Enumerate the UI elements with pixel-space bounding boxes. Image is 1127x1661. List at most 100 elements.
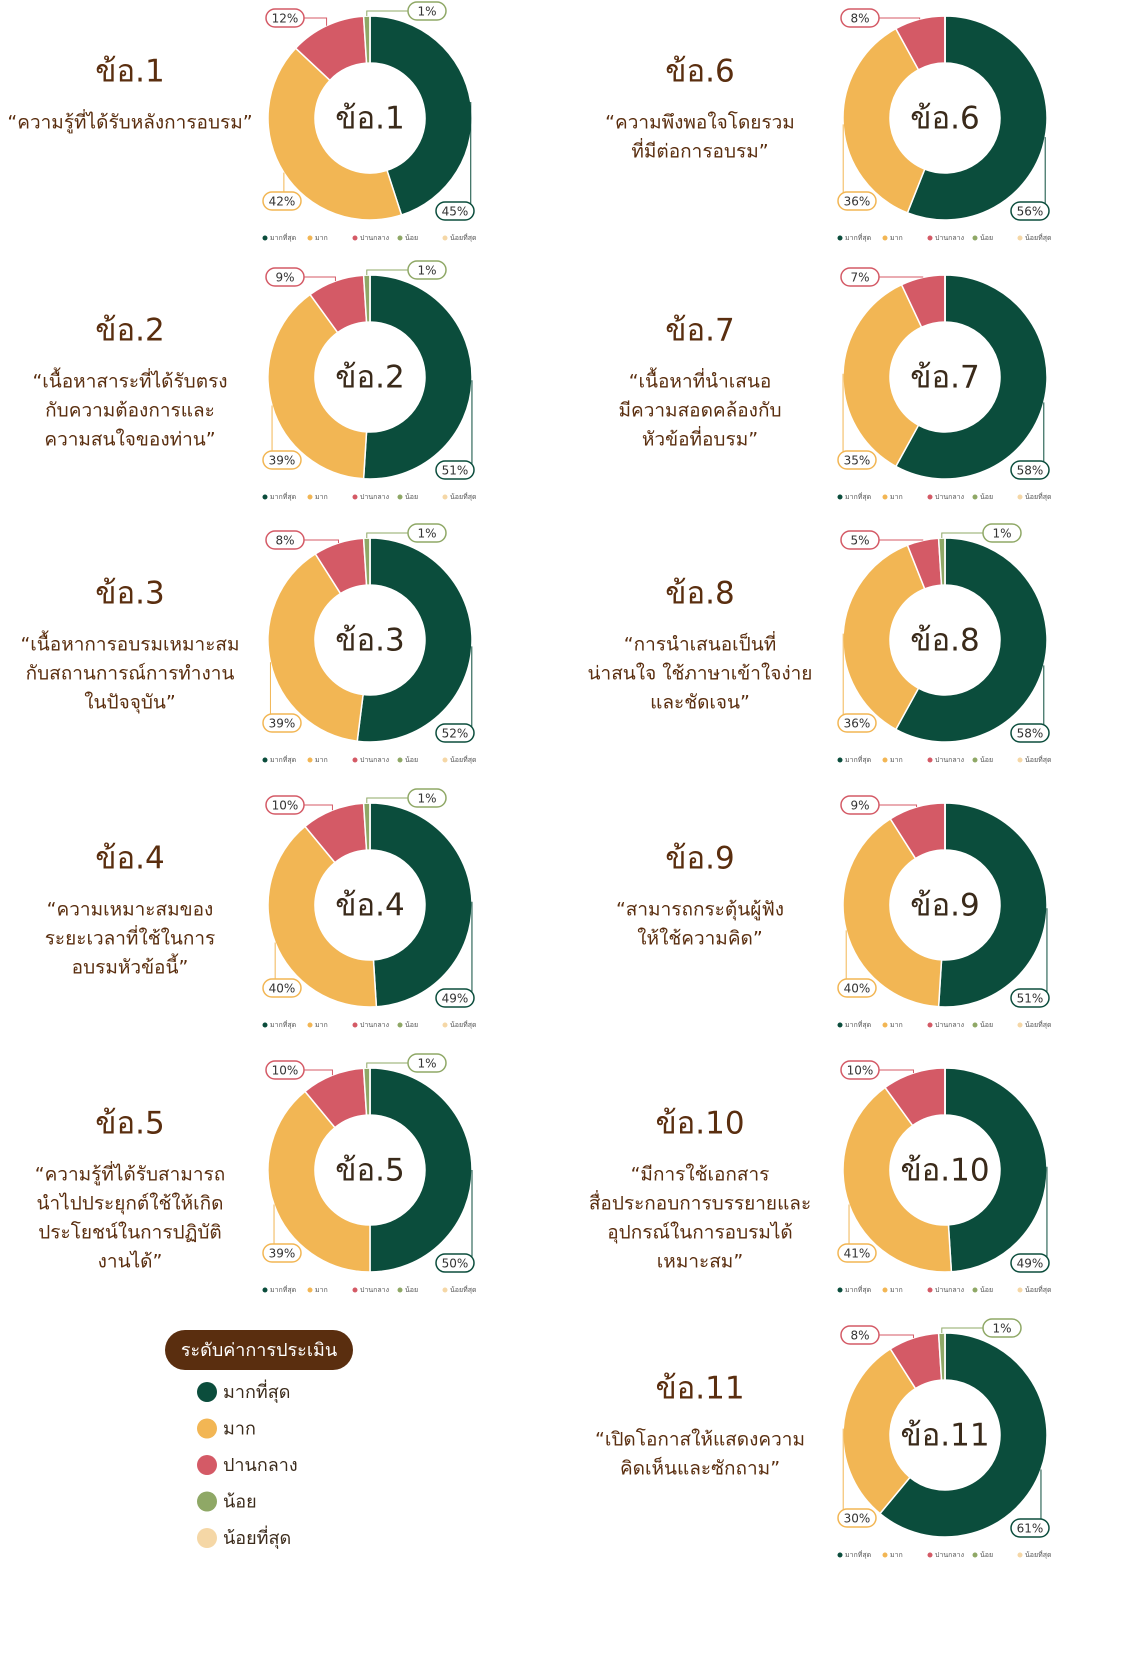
legend-label: มากที่สุด: [270, 233, 296, 242]
legend-label: น้อย: [980, 1286, 993, 1294]
value-label: 7%: [850, 271, 869, 285]
value-label: 1%: [992, 1322, 1011, 1336]
legend-dot: [838, 1023, 843, 1028]
value-label: 10%: [272, 1064, 299, 1078]
value-label: 1%: [417, 264, 436, 278]
legend-dot: [443, 236, 448, 241]
legend-dot: [263, 495, 268, 500]
question-text: ความสนใจของท่าน”: [44, 429, 215, 451]
legend-label: มากที่สุด: [270, 492, 296, 501]
value-label: 49%: [442, 992, 469, 1006]
legend-label: ปานกลาง: [935, 756, 964, 764]
legend-dot: [883, 1023, 888, 1028]
legend-dot: [928, 1288, 933, 1293]
value-label: 39%: [269, 454, 296, 468]
legend-dot: [838, 236, 843, 241]
legend-label: น้อยที่สุด: [450, 233, 477, 242]
legend-dot: [928, 495, 933, 500]
value-label: 36%: [844, 195, 871, 209]
question-text: กับสถานการณ์การทำงาน: [26, 663, 235, 685]
legend-swatch: [197, 1492, 217, 1512]
question-text: เหมาะสม”: [657, 1251, 743, 1273]
question-text: ที่มีต่อการอบรม”: [631, 138, 768, 163]
center-label: ข้อ.7: [910, 360, 979, 396]
legend-dot: [838, 758, 843, 763]
legend-dot: [973, 1288, 978, 1293]
legend-dot: [973, 1023, 978, 1028]
question-text: “มีการใช้เอกสาร: [631, 1164, 770, 1186]
legend-dot: [973, 495, 978, 500]
value-label: 41%: [844, 1247, 871, 1261]
center-label: ข้อ.8: [910, 623, 979, 659]
legend-label: ปานกลาง: [360, 756, 389, 764]
legend-title: ระดับค่าการประเมิน: [181, 1340, 337, 1361]
legend-label: มากที่สุด: [845, 755, 871, 764]
legend-dot: [1018, 1023, 1023, 1028]
legend-label: มากที่สุด: [845, 1550, 871, 1559]
question-text: “ความเหมาะสมของ: [47, 899, 214, 921]
legend-dot: [398, 1288, 403, 1293]
legend-swatch: [197, 1455, 217, 1475]
value-label: 8%: [850, 1329, 869, 1343]
legend-dot: [353, 495, 358, 500]
question-title: ข้อ.6: [665, 54, 734, 90]
legend-dot: [973, 236, 978, 241]
question-text: สื่อประกอบการบรรยายและ: [589, 1190, 811, 1215]
legend-label: มากที่สุด: [845, 492, 871, 501]
legend-label: มากที่สุด: [270, 1020, 296, 1029]
center-label: ข้อ.4: [335, 888, 404, 924]
legend-label: น้อยที่สุด: [1025, 755, 1052, 764]
value-label: 61%: [1017, 1522, 1044, 1536]
legend-dot: [263, 1023, 268, 1028]
legend-label: มาก: [315, 234, 328, 242]
legend-label: มากที่สุด: [845, 233, 871, 242]
legend-label: ปานกลาง: [935, 1551, 964, 1559]
legend-label: น้อย: [980, 1021, 993, 1029]
value-label: 50%: [442, 1257, 469, 1271]
value-label: 5%: [850, 534, 869, 548]
legend-label: ปานกลาง: [360, 493, 389, 501]
legend-dot: [263, 1288, 268, 1293]
legend-dot: [1018, 236, 1023, 241]
legend-label: มากที่สุด: [270, 1285, 296, 1294]
legend-dot: [353, 236, 358, 241]
legend-dot: [398, 495, 403, 500]
question-title: ข้อ.10: [655, 1106, 744, 1142]
question-text: และชัดเจน”: [650, 692, 750, 714]
legend-label: มาก: [315, 756, 328, 764]
question-text: อุปกรณ์ในการอบรมได้: [607, 1222, 793, 1245]
legend-label: น้อย: [980, 1551, 993, 1559]
value-label: 1%: [417, 527, 436, 541]
legend-label: ปานกลาง: [360, 1286, 389, 1294]
legend-dot: [398, 236, 403, 241]
question-text: “ความรู้ที่ได้รับหลังการอบรม”: [7, 109, 252, 134]
legend-label: ปานกลาง: [360, 234, 389, 242]
legend-dot: [883, 758, 888, 763]
value-label: 58%: [1017, 727, 1044, 741]
legend-label: น้อย: [980, 756, 993, 764]
legend-label: น้อยที่สุด: [1025, 1550, 1052, 1559]
question-text: “การนำเสนอเป็นที่: [624, 631, 776, 656]
legend-dot: [838, 1553, 843, 1558]
legend-label: ปานกลาง: [935, 234, 964, 242]
question-text: “เนื้อหาที่นำเสนอ: [629, 368, 772, 393]
legend-dot: [263, 758, 268, 763]
legend-dot: [883, 1553, 888, 1558]
question-title: ข้อ.4: [95, 841, 164, 877]
legend-dot: [353, 758, 358, 763]
legend-dot: [398, 758, 403, 763]
question-text: ให้ใช้ความคิด”: [637, 928, 762, 950]
question-title: ข้อ.1: [95, 54, 164, 90]
legend-label: มาก: [890, 493, 903, 501]
legend-label: น้อยที่สุด: [450, 1020, 477, 1029]
question-text: งานได้”: [98, 1251, 163, 1273]
legend-label: ปานกลาง: [935, 493, 964, 501]
value-label: 9%: [850, 799, 869, 813]
center-label: ข้อ.2: [335, 360, 404, 396]
question-title: ข้อ.7: [665, 313, 734, 349]
legend-dot: [398, 1023, 403, 1028]
question-text: ในปัจจุบัน”: [84, 692, 175, 715]
legend-dot: [308, 1023, 313, 1028]
question-text: คิดเห็นและซักถาม”: [620, 1456, 780, 1480]
